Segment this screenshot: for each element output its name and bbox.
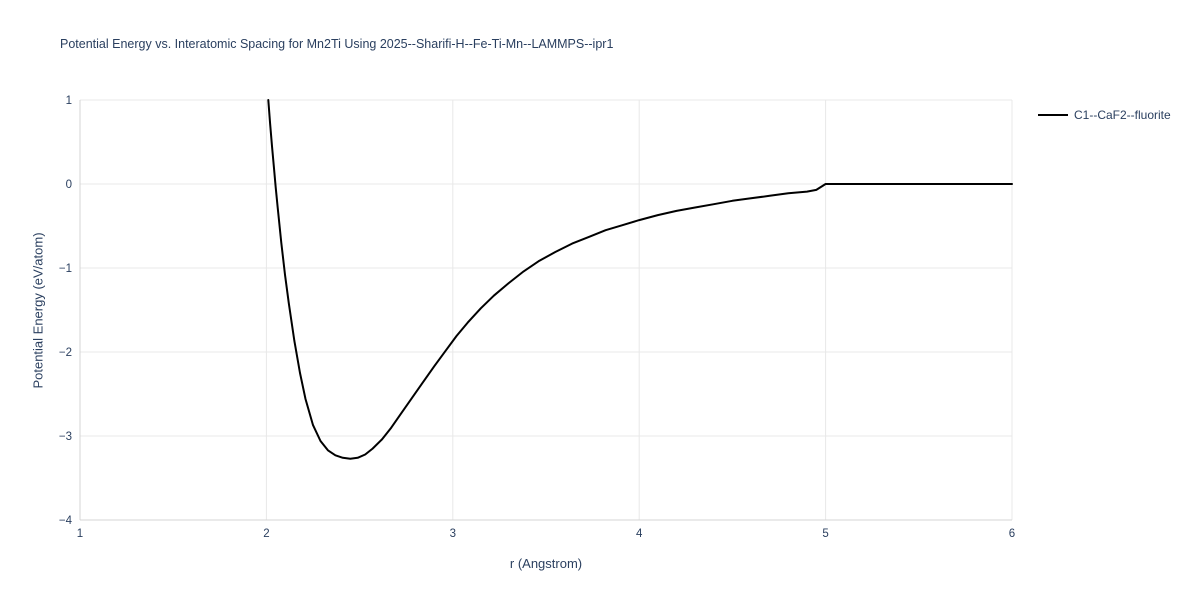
legend-label: C1--CaF2--fluorite xyxy=(1074,108,1171,122)
chart-title: Potential Energy vs. Interatomic Spacing… xyxy=(60,37,614,51)
x-tick-label: 4 xyxy=(636,528,643,540)
y-axis-label: Potential Energy (eV/atom) xyxy=(30,232,46,389)
x-tick-label: 2 xyxy=(263,528,269,540)
y-tick-label: −2 xyxy=(59,347,72,359)
x-tick-label: 3 xyxy=(450,528,456,540)
legend: C1--CaF2--fluorite xyxy=(1038,108,1171,122)
x-axis-label: r (Angstrom) xyxy=(509,556,583,571)
y-tick-label: 1 xyxy=(66,95,72,107)
series-line xyxy=(267,99,1013,460)
x-tick-label: 5 xyxy=(822,528,828,540)
x-tick-label: 1 xyxy=(77,528,83,540)
y-tick-label: 0 xyxy=(66,179,72,191)
y-tick-label: −4 xyxy=(59,515,73,527)
y-tick-label: −1 xyxy=(59,263,72,275)
y-tick-label: −3 xyxy=(59,431,72,443)
x-tick-label: 6 xyxy=(1009,528,1015,540)
legend-line-sample xyxy=(1038,114,1068,116)
